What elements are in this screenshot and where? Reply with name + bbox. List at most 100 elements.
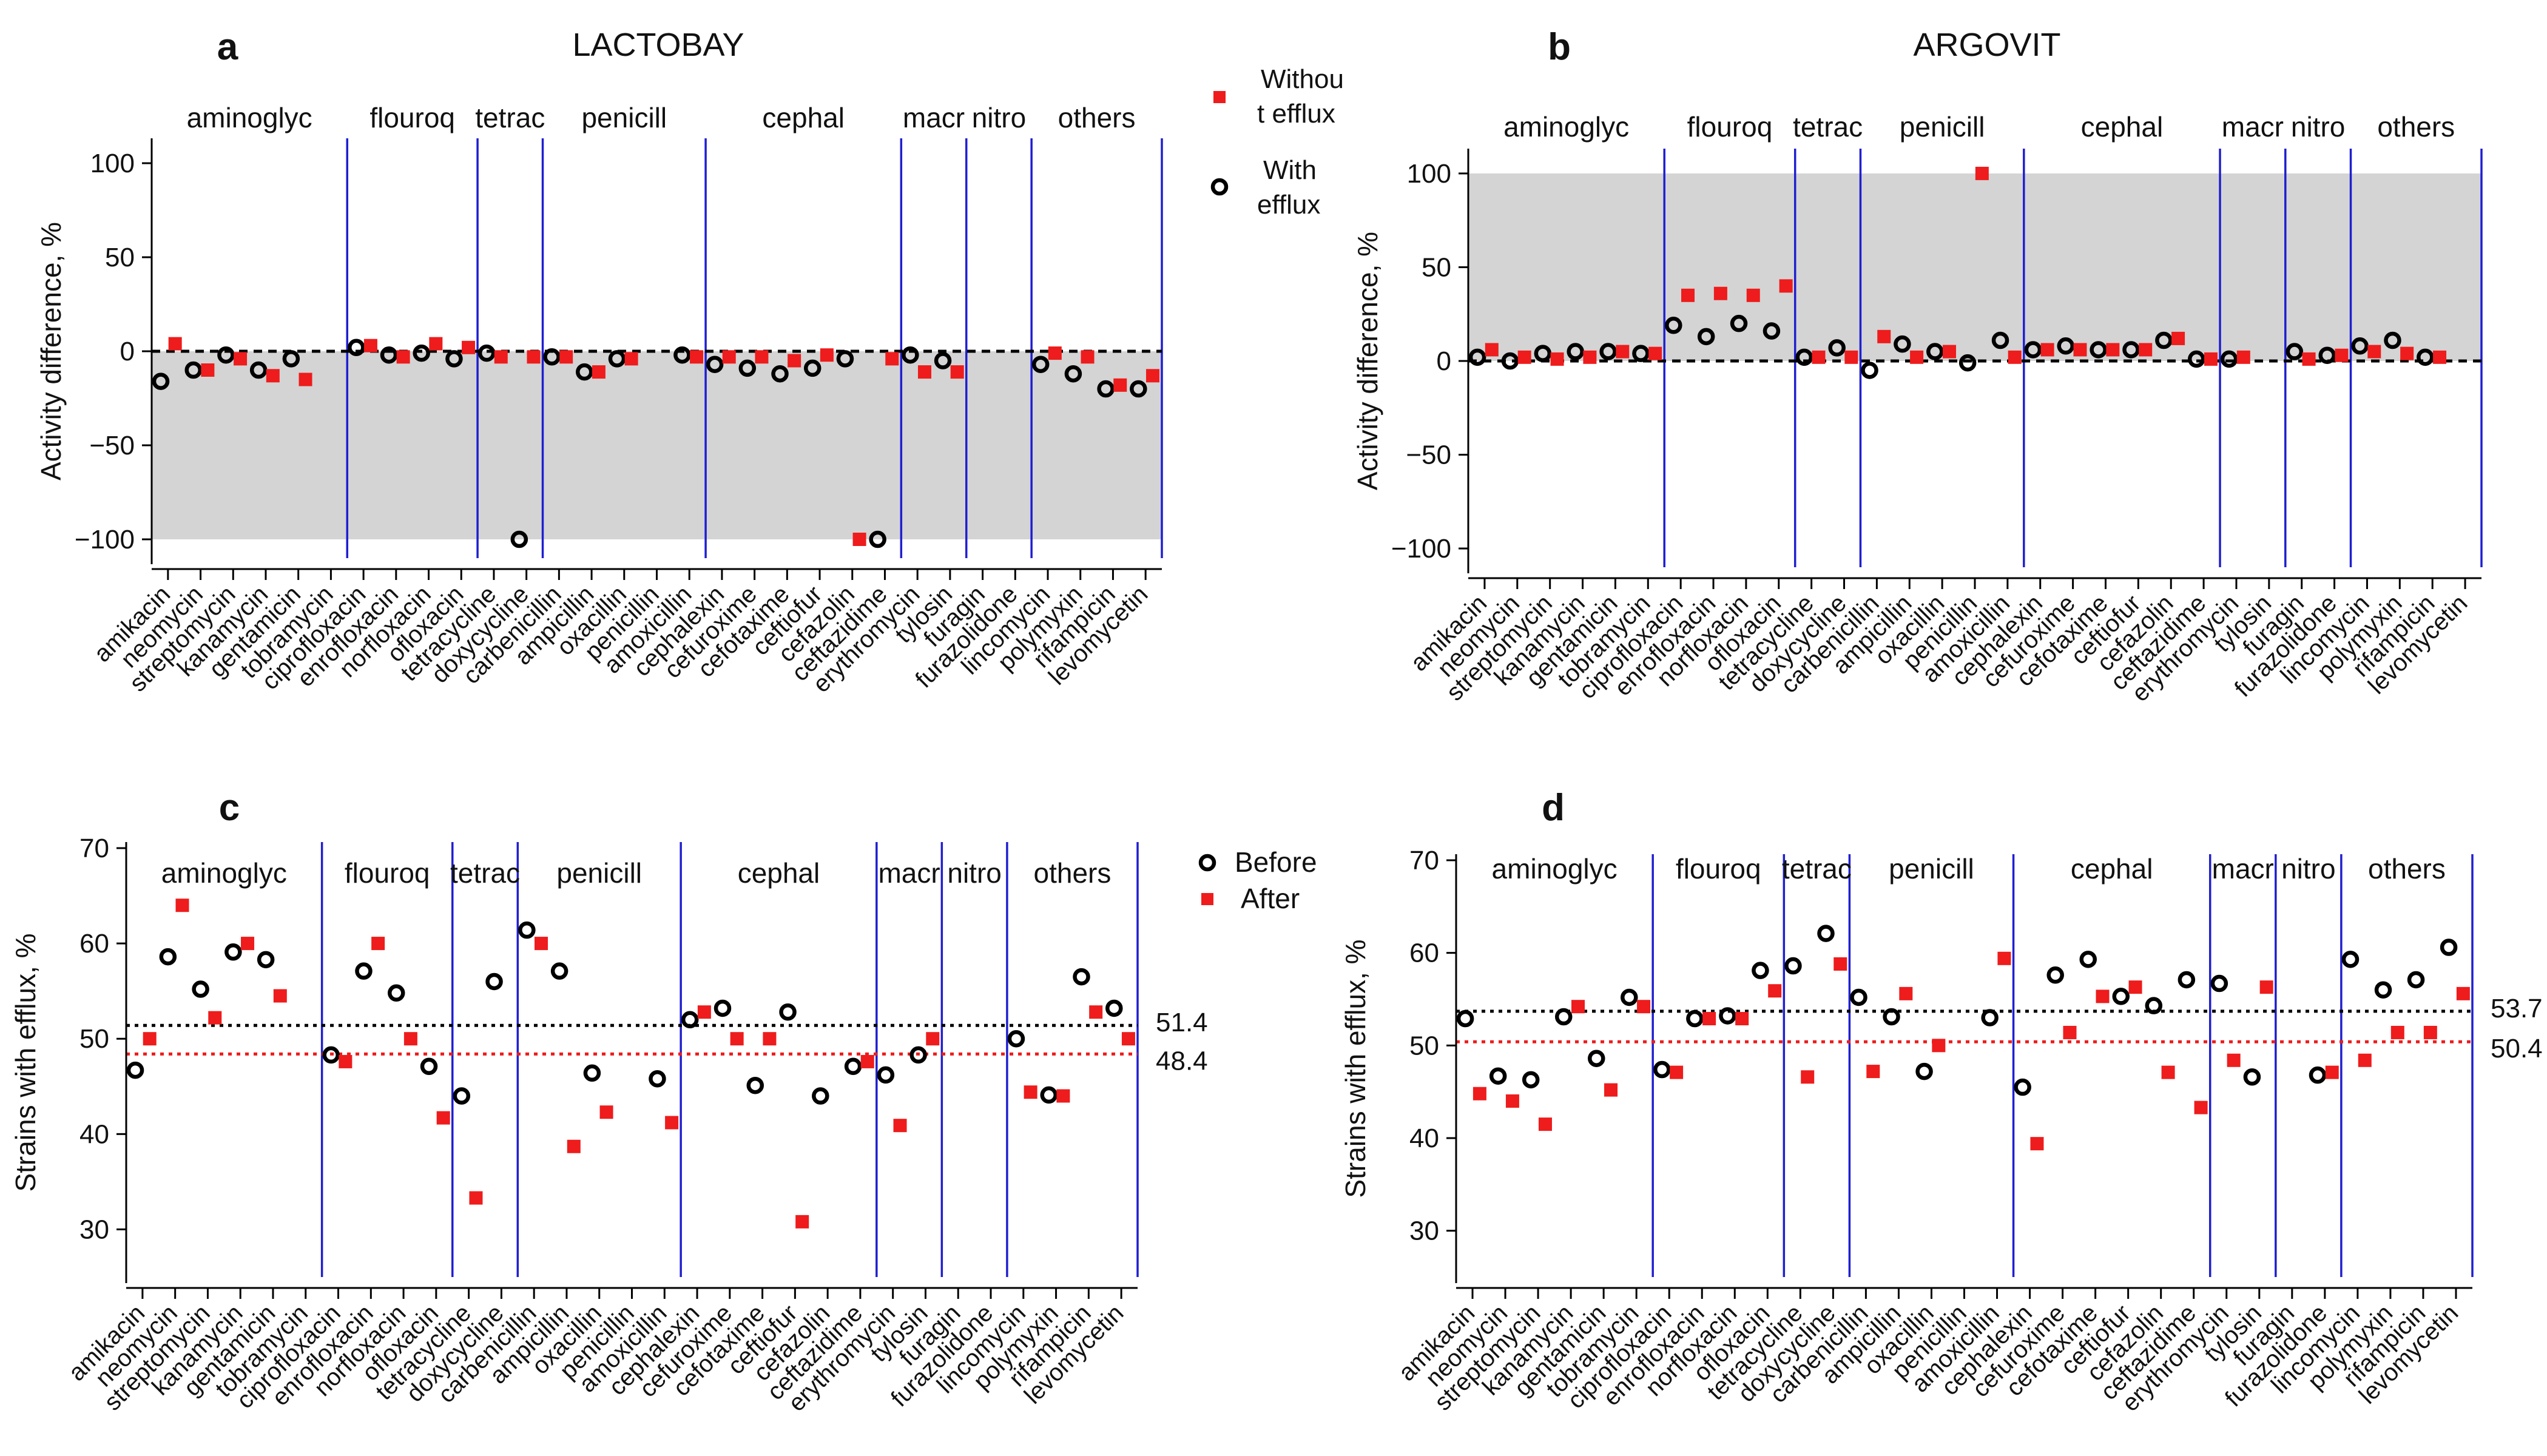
data-point-with-efflux bbox=[518, 921, 536, 939]
data-point-without-efflux bbox=[1571, 1000, 1585, 1014]
group-label: tetrac bbox=[450, 857, 520, 889]
data-point-with-efflux bbox=[2407, 971, 2425, 989]
group-label: penicill bbox=[1889, 853, 1974, 885]
data-point-with-efflux bbox=[348, 339, 365, 357]
data-point-with-efflux bbox=[706, 356, 724, 373]
legend-label: Before bbox=[1235, 846, 1317, 878]
y-tick-label: −100 bbox=[75, 525, 135, 554]
data-point-with-efflux bbox=[2178, 971, 2196, 989]
data-point-with-efflux bbox=[2046, 966, 2064, 984]
y-tick-label: 70 bbox=[1409, 846, 1439, 875]
data-point-without-efflux bbox=[2433, 350, 2447, 364]
group-label: cephal bbox=[738, 857, 820, 889]
data-point-with-efflux bbox=[2374, 981, 2392, 999]
data-point-with-efflux bbox=[1073, 968, 1090, 986]
y-tick-label: −100 bbox=[1391, 534, 1451, 564]
data-point-with-efflux bbox=[485, 972, 503, 991]
data-point-without-efflux bbox=[2040, 343, 2054, 357]
data-point-without-efflux bbox=[2030, 1137, 2044, 1151]
y-tick-label: 40 bbox=[1409, 1124, 1439, 1153]
data-point-without-efflux bbox=[2204, 352, 2218, 366]
data-point-with-efflux bbox=[1817, 925, 1835, 942]
group-label: aminoglyc bbox=[1503, 111, 1629, 143]
data-point-without-efflux bbox=[2227, 1053, 2241, 1067]
data-point-without-efflux bbox=[2161, 1065, 2175, 1079]
data-point-with-efflux bbox=[2286, 343, 2304, 360]
data-point-with-efflux bbox=[1752, 962, 1769, 979]
group-label: macr bbox=[2222, 111, 2284, 143]
data-point-without-efflux bbox=[208, 1011, 222, 1025]
data-point-with-efflux bbox=[902, 346, 919, 364]
data-point-with-efflux bbox=[1719, 1007, 1736, 1025]
data-point-with-efflux bbox=[1522, 1071, 1540, 1089]
data-point-without-efflux bbox=[1997, 951, 2011, 965]
data-point-with-efflux bbox=[1468, 348, 1486, 366]
data-point-with-efflux bbox=[380, 346, 398, 364]
data-point-with-efflux bbox=[2210, 974, 2228, 993]
data-point-with-efflux bbox=[1501, 352, 1519, 370]
panel-letter: c bbox=[219, 787, 240, 829]
data-point-without-efflux bbox=[1713, 286, 1727, 300]
data-point-without-efflux bbox=[1048, 346, 1062, 360]
data-point-without-efflux bbox=[371, 937, 385, 951]
data-point-without-efflux bbox=[893, 1119, 907, 1133]
group-label: others bbox=[2368, 853, 2446, 885]
data-point-without-efflux bbox=[299, 372, 312, 386]
data-point-with-efflux bbox=[812, 1087, 829, 1105]
data-point-with-efflux bbox=[2145, 997, 2163, 1014]
data-point-without-efflux bbox=[2456, 986, 2470, 1000]
data-point-without-efflux bbox=[885, 352, 899, 366]
group-label: tetrac bbox=[1782, 853, 1852, 885]
data-point-with-efflux bbox=[1097, 380, 1115, 398]
y-tick-label: 40 bbox=[79, 1119, 109, 1149]
legend-label: With bbox=[1263, 155, 1317, 185]
data-point-with-efflux bbox=[1588, 1050, 1605, 1067]
data-point-without-efflux bbox=[1550, 352, 1564, 366]
data-point-without-efflux bbox=[1877, 329, 1891, 343]
legend-label: After bbox=[1241, 883, 1300, 914]
reference-line-label: 48.4 bbox=[1156, 1046, 1208, 1076]
data-point-without-efflux bbox=[1834, 957, 1847, 971]
group-label: nitro bbox=[2291, 111, 2345, 143]
data-point-with-efflux bbox=[257, 951, 275, 969]
data-point-with-efflux bbox=[844, 1057, 862, 1076]
data-point-without-efflux bbox=[234, 352, 248, 366]
data-point-without-efflux bbox=[624, 352, 638, 366]
data-point-without-efflux bbox=[755, 350, 769, 364]
data-point-with-efflux bbox=[388, 984, 405, 1002]
data-point-with-efflux bbox=[583, 1064, 601, 1082]
data-point-with-efflux bbox=[2024, 341, 2042, 359]
data-point-with-efflux bbox=[152, 372, 170, 390]
data-point-with-efflux bbox=[649, 1070, 666, 1088]
data-point-with-efflux bbox=[608, 350, 626, 368]
data-point-without-efflux bbox=[730, 1032, 744, 1046]
data-point-with-efflux bbox=[282, 350, 300, 368]
data-point-without-efflux bbox=[201, 363, 215, 377]
data-point-without-efflux bbox=[690, 350, 704, 364]
group-label: tetrac bbox=[1793, 111, 1863, 143]
group-label: nitro bbox=[947, 857, 1001, 889]
data-point-without-efflux bbox=[860, 1054, 874, 1068]
data-point-with-efflux bbox=[2014, 1078, 2031, 1096]
data-point-without-efflux bbox=[527, 350, 541, 364]
data-point-with-efflux bbox=[1763, 322, 1781, 340]
data-point-with-efflux bbox=[184, 361, 202, 379]
data-point-without-efflux bbox=[2106, 343, 2120, 357]
data-point-with-efflux bbox=[576, 363, 593, 381]
data-point-with-efflux bbox=[1632, 345, 1650, 362]
shaded-range bbox=[1468, 173, 2481, 361]
data-point-without-efflux bbox=[665, 1116, 679, 1130]
data-point-with-efflux bbox=[2309, 1066, 2327, 1084]
data-point-without-efflux bbox=[1637, 1000, 1651, 1014]
group-label: flouroq bbox=[345, 857, 430, 889]
y-tick-label: −50 bbox=[89, 431, 135, 460]
data-point-with-efflux bbox=[2079, 951, 2097, 968]
data-point-without-efflux bbox=[1932, 1039, 1946, 1053]
data-point-with-efflux bbox=[126, 1061, 144, 1079]
data-point-with-efflux bbox=[681, 1011, 699, 1029]
data-point-with-efflux bbox=[1456, 1009, 1474, 1028]
data-point-without-efflux bbox=[1081, 350, 1095, 364]
data-point-with-efflux bbox=[249, 361, 268, 379]
legend-marker-before bbox=[1210, 178, 1229, 196]
y-tick-label: 0 bbox=[120, 337, 135, 366]
